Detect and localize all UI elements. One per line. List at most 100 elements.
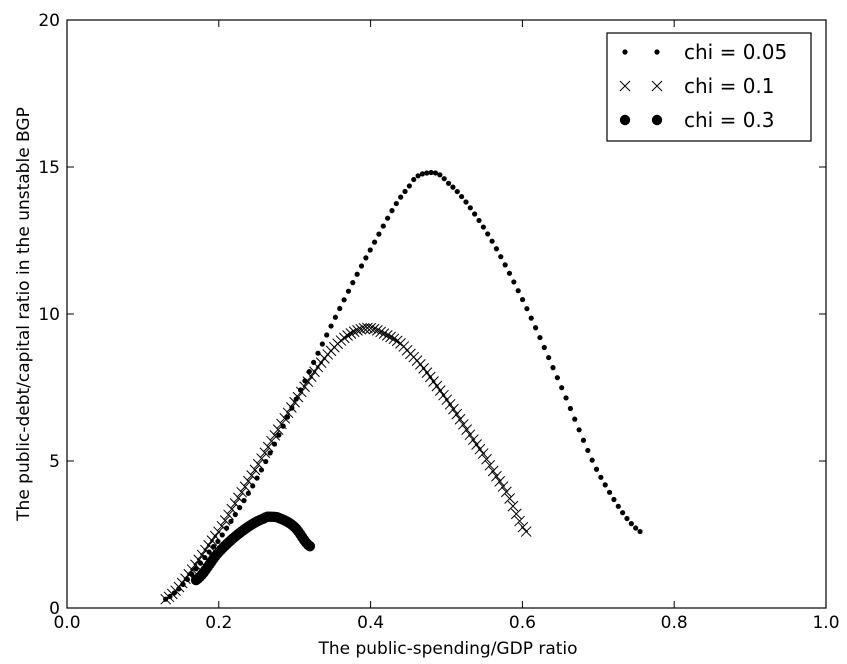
data-point	[528, 315, 534, 321]
data-point	[263, 458, 269, 465]
data-point	[628, 521, 634, 527]
data-point	[454, 413, 466, 425]
legend-box	[606, 32, 812, 142]
data-point	[511, 279, 517, 285]
series-layer	[160, 169, 643, 605]
data-point	[216, 520, 228, 532]
data-point	[304, 541, 316, 552]
data-point	[232, 511, 238, 518]
data-point	[389, 208, 395, 214]
data-point	[206, 535, 218, 546]
data-point	[215, 538, 221, 545]
data-point	[487, 465, 499, 477]
data-point	[493, 246, 500, 252]
series-large-dot	[190, 511, 316, 586]
data-point	[615, 503, 621, 509]
data-point	[467, 434, 479, 446]
legend-marker	[651, 80, 663, 92]
legend-label: chi = 0.05	[684, 40, 787, 64]
data-point	[375, 326, 387, 338]
x-tick-label: 0.0	[53, 613, 80, 633]
data-point	[537, 334, 543, 341]
y-tick-label: 10	[38, 305, 60, 325]
data-point	[282, 407, 294, 419]
data-point	[419, 171, 426, 177]
data-point	[229, 498, 241, 509]
data-point	[286, 402, 297, 413]
data-point	[484, 459, 496, 471]
data-point	[550, 365, 556, 371]
data-point	[376, 231, 382, 237]
y-tick-label: 15	[38, 158, 60, 178]
data-point	[428, 169, 434, 176]
data-point	[454, 188, 460, 195]
data-point	[272, 424, 284, 435]
data-point	[498, 254, 504, 260]
data-point	[546, 354, 552, 361]
data-point	[193, 554, 205, 566]
data-point	[342, 330, 353, 341]
data-point	[203, 539, 215, 551]
data-point	[418, 363, 430, 374]
data-point	[445, 180, 452, 186]
data-point	[219, 515, 231, 526]
data-point	[554, 375, 560, 381]
x-tick-label: 0.2	[205, 613, 232, 633]
data-point	[620, 510, 626, 516]
data-point	[393, 200, 399, 207]
data-point	[315, 350, 321, 356]
data-point	[520, 526, 532, 537]
data-point	[474, 443, 486, 455]
data-point	[289, 396, 301, 408]
data-point	[266, 435, 277, 447]
data-point	[385, 331, 396, 343]
data-point	[243, 475, 254, 487]
data-point	[411, 176, 417, 183]
x-tick-label: 0.4	[357, 613, 384, 633]
data-point	[226, 503, 238, 515]
data-point	[196, 549, 208, 561]
data-point	[431, 380, 443, 392]
data-point	[354, 271, 360, 277]
x-tick-label: 0.8	[661, 613, 688, 633]
data-point	[489, 238, 495, 244]
data-point	[491, 470, 502, 482]
data-point	[506, 270, 513, 276]
data-point	[476, 217, 482, 224]
data-point	[559, 385, 565, 391]
data-point	[350, 280, 356, 286]
data-point	[461, 424, 473, 435]
data-point	[276, 418, 287, 430]
data-point	[580, 437, 587, 443]
data-point	[223, 509, 234, 521]
data-point	[210, 543, 217, 550]
data-point	[267, 450, 273, 456]
data-point	[345, 288, 352, 294]
data-point	[517, 521, 529, 533]
data-point	[292, 391, 304, 403]
data-point	[519, 296, 526, 303]
data-point	[532, 325, 539, 331]
data-point	[485, 231, 491, 237]
data-point	[451, 408, 463, 420]
data-point	[246, 470, 258, 481]
legend: chi = 0.05 chi = 0.1 chi = 0.3	[606, 32, 812, 142]
legend-marker	[619, 80, 631, 92]
data-point	[457, 419, 469, 430]
data-point	[197, 560, 204, 566]
data-point	[305, 371, 317, 382]
data-point	[434, 385, 446, 396]
data-point	[398, 194, 404, 200]
data-point	[402, 188, 408, 195]
data-point	[480, 224, 486, 230]
data-point	[464, 429, 476, 441]
data-point	[415, 173, 421, 179]
data-point	[463, 199, 469, 205]
data-point	[276, 432, 282, 438]
series-x	[160, 322, 532, 605]
data-point	[324, 332, 330, 338]
data-point	[593, 466, 600, 472]
legend-marker	[619, 114, 631, 126]
data-point	[467, 205, 473, 211]
data-point	[371, 239, 378, 245]
